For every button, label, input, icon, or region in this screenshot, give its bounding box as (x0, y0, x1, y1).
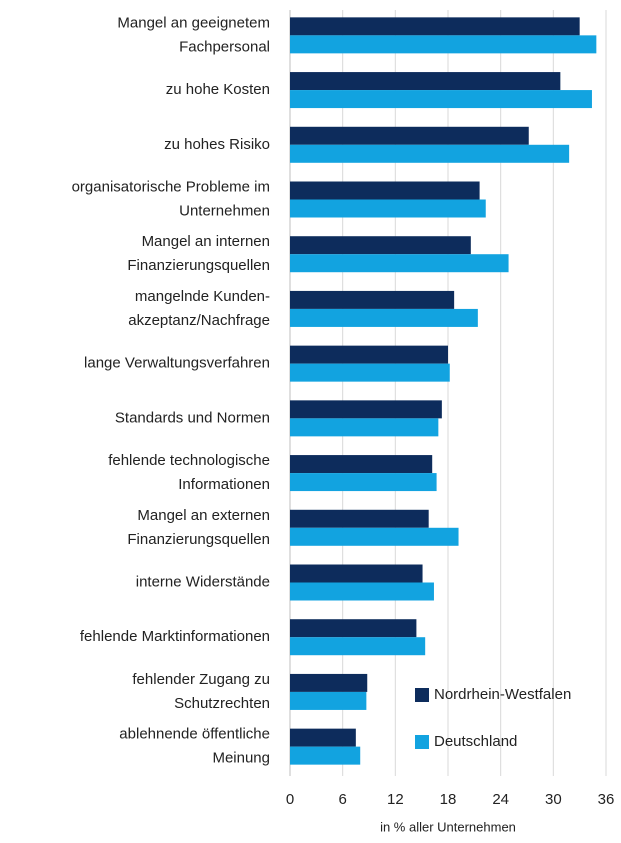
x-tick-label: 36 (598, 791, 615, 808)
bar (290, 691, 367, 710)
bar (290, 90, 592, 109)
bar (290, 564, 423, 583)
bar (290, 126, 529, 145)
bar (290, 637, 426, 656)
bar (290, 728, 356, 747)
bar (290, 455, 433, 474)
y-tick-label: ablehnende öffentliche Meinung (119, 726, 270, 767)
y-tick-label: Mangel an internen Finanzierungsquellen (127, 233, 270, 274)
y-tick-label: fehlende Marktinformationen (80, 628, 270, 645)
legend-swatch (415, 688, 429, 702)
bar (290, 619, 417, 638)
y-tick-label: zu hohes Risiko (164, 136, 270, 153)
bar (290, 199, 486, 218)
bar (290, 509, 429, 528)
bar (290, 673, 368, 692)
x-tick-label: 30 (545, 791, 562, 808)
x-tick-label: 24 (492, 791, 509, 808)
bar (290, 236, 471, 255)
y-tick-label: zu hohe Kosten (166, 81, 270, 98)
legend-label: Nordrhein-Westfalen (434, 686, 571, 703)
bar (290, 363, 450, 382)
bar (290, 418, 439, 437)
y-tick-label: fehlender Zugang zu Schutzrechten (132, 671, 270, 712)
y-tick-label: lange Verwaltungsverfahren (84, 355, 270, 372)
x-tick-label: 6 (338, 791, 346, 808)
bar (290, 527, 459, 546)
y-tick-label: fehlende technologische Informationen (108, 452, 270, 493)
y-tick-label: Mangel an geeignetem Fachpersonal (117, 14, 270, 55)
bar (290, 17, 580, 36)
x-tick-label: 18 (440, 791, 457, 808)
x-tick-label: 0 (286, 791, 294, 808)
y-tick-label: mangelnde Kunden-akzeptanz/Nachfrage (128, 288, 270, 329)
bar (290, 746, 361, 765)
bar (290, 181, 480, 200)
bar (290, 72, 561, 91)
bar (290, 254, 509, 273)
bar (290, 35, 597, 54)
y-tick-label: organisatorische Probleme im Unternehmen (72, 178, 270, 219)
legend-swatch (415, 735, 429, 749)
x-axis-label: in % aller Unternehmen (380, 819, 516, 834)
bar (290, 290, 455, 309)
bar (290, 308, 478, 327)
bar (290, 400, 442, 419)
x-tick-label: 12 (387, 791, 404, 808)
y-tick-label: Standards und Normen (115, 409, 270, 426)
y-tick-label: interne Widerstände (136, 573, 270, 590)
legend-label: Deutschland (434, 733, 517, 750)
bar (290, 473, 437, 492)
y-tick-label: Mangel an externen Finanzierungsquellen (127, 507, 270, 548)
bar (290, 582, 434, 601)
bar (290, 345, 448, 364)
bar (290, 144, 570, 163)
